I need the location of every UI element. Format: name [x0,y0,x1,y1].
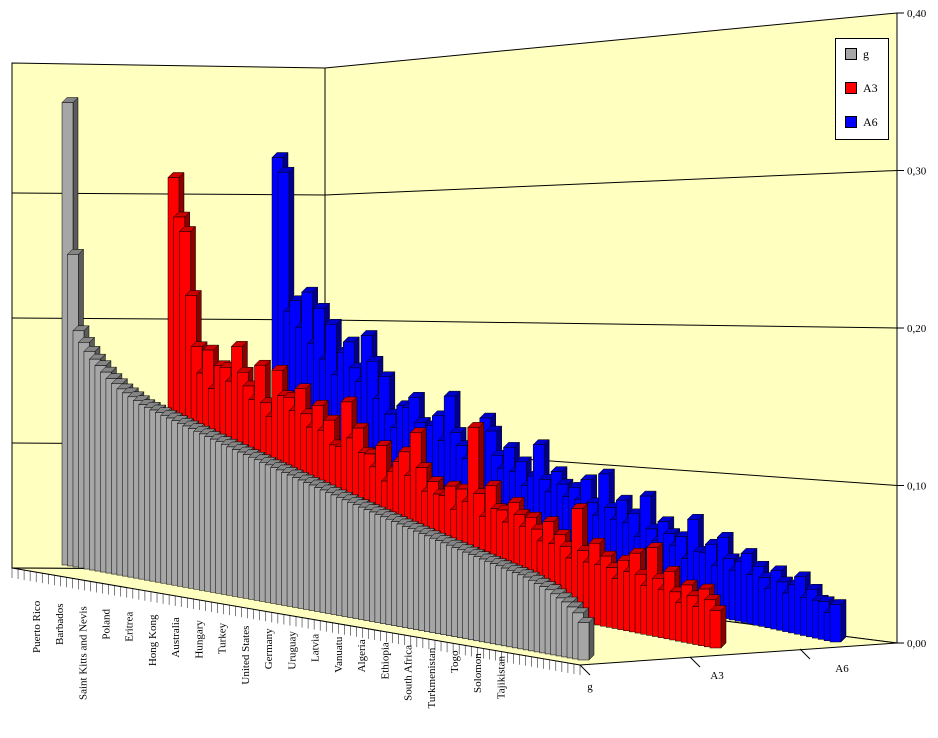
country-label-13: Vanuatu [333,636,345,673]
chart-labels: 0,00 0,10 0,20 0,30 0,40 Puerto Rico Barbados S… [31,8,927,708]
country-label-14: Algeria [356,639,368,672]
country-label-16: South Africa [403,645,415,701]
country-label-2: Saint Kitts and Nevis [77,606,89,700]
chart-legend: g A3 A6 [835,38,889,140]
depth-label-1: A3 [710,670,724,682]
country-label-6: Australia [170,617,182,657]
country-label-11: Uruguay [286,631,298,670]
country-label-1: Barbados [54,603,66,645]
country-label-15: Ethiopia [379,642,391,679]
legend-label-a3: A3 [863,80,878,95]
country-label-18: Togo [449,650,461,673]
legend-swatch-a3 [845,82,857,94]
country-label-3: Poland [101,608,113,639]
legend-swatch-g [845,48,857,60]
bar-g-94 [577,616,595,661]
y-tick-label-1: 0,10 [907,481,927,493]
depth-label-2: A6 [835,663,849,675]
y-tick-label-4: 0,40 [907,8,927,20]
country-label-5: Hong Kong [147,614,159,666]
legend-label-a6: A6 [863,114,878,129]
country-label-19: Solomon [472,653,484,693]
y-tick-label-2: 0,20 [907,323,927,335]
country-label-10: Germany [263,628,275,669]
y-tick-label-0: 0,00 [907,638,927,650]
legend-swatch-a6 [845,116,857,128]
depth-label-0: g [587,681,593,693]
depth-tick-0 [579,664,591,676]
country-label-12: Latvia [310,634,322,662]
legend-entry-a3: A3 [845,81,878,95]
gridline-back-2 [324,170,898,196]
legend-entry-g: g [845,47,869,61]
bar-A6-94 [829,598,847,643]
country-label-7: Hungary [193,620,205,659]
y-tick-label-3: 0,30 [907,166,927,178]
chart-bars [61,96,847,661]
country-label-4: Eritrea [124,612,136,642]
chart-axes [11,12,904,676]
depth-tick-2 [799,648,811,660]
bar-A3-94 [709,604,727,649]
country-label-9: United States [240,626,252,685]
country-label-0: Puerto Rico [31,600,43,653]
gridline-back-1 [324,319,898,329]
country-label-17: Turkmenistan [426,647,438,708]
legend-entry-a6: A6 [845,115,878,129]
legend-label-g: g [863,46,869,61]
country-label-20: Tajikistan [495,656,507,700]
country-label-8: Turkey [217,622,229,654]
depth-tick-1 [689,656,701,668]
